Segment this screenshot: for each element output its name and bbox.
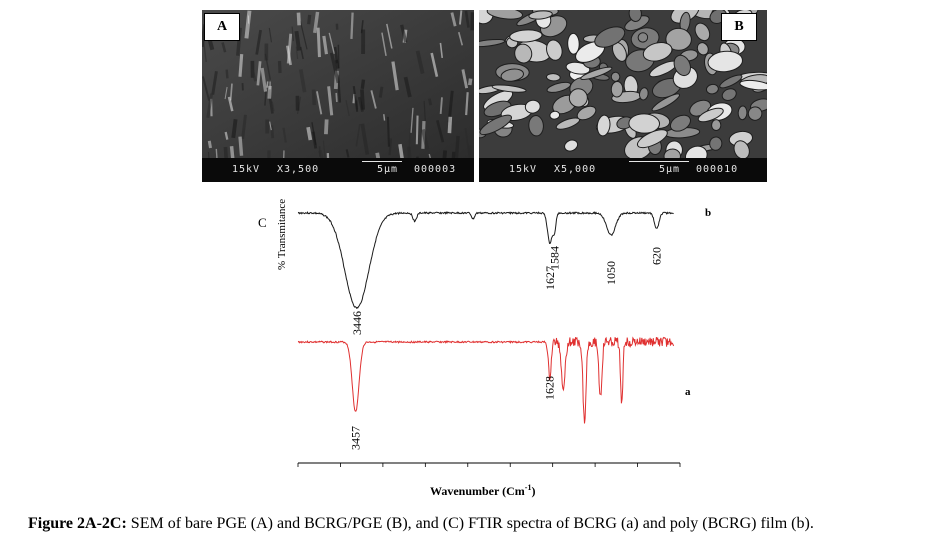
figure-caption-text: SEM of bare PGE (A) and BCRG/PGE (B), an… (126, 515, 814, 532)
ftir-peak-label-a-3457: 3457 (349, 426, 363, 450)
ftir-peak-label-b-1627: 1627 (543, 266, 557, 290)
ftir-peak-label-b-1584: 1584 (547, 246, 561, 270)
sem-texture-b (479, 10, 767, 158)
series-a-label: a (685, 386, 691, 398)
sem-b-magnification: X5,000 (554, 164, 597, 175)
series-b-label: b (705, 207, 711, 219)
sem-b-image-no: 000010 (696, 164, 739, 175)
sem-a-label: A (204, 13, 240, 41)
ftir-peak-label-a-1628: 1628 (543, 376, 557, 400)
ftir-panel-label: C (258, 215, 267, 230)
ftir-x-axis-label: Wavenumber (Cm-1) (430, 483, 535, 499)
sem-image-b: B 15kV X5,000 5μm 000010 (479, 10, 767, 182)
ftir-x-axis-label-close: ) (531, 484, 536, 498)
ftir-x-axis (297, 462, 681, 467)
sem-b-scale-bar (629, 161, 689, 162)
ftir-peak-label-b-620: 620 (650, 247, 664, 265)
ftir-x-axis-label-text: Wavenumber (Cm (430, 484, 525, 498)
sem-b-info-bar: 15kV X5,000 5μm 000010 (479, 158, 767, 182)
sem-b-scale: 5μm (659, 164, 681, 175)
sem-a-voltage: 15kV (232, 164, 261, 175)
figure-caption: Figure 2A-2C: SEM of bare PGE (A) and BC… (28, 515, 928, 533)
sem-a-scale-bar (362, 161, 402, 162)
sem-a-image-no: 000003 (414, 164, 457, 175)
sem-image-a: A 15kV X3,500 5μm 000003 (202, 10, 474, 182)
ftir-series-a-line (297, 336, 675, 424)
ftir-peak-label-b-3446: 3446 (350, 311, 364, 335)
sem-texture-a (202, 10, 474, 158)
ftir-x-axis-label-sup: -1 (524, 483, 532, 492)
sem-a-scale: 5μm (377, 164, 399, 175)
sem-b-label: B (721, 13, 757, 41)
sem-a-magnification: X3,500 (277, 164, 320, 175)
ftir-peak-label-b-1050: 1050 (604, 261, 618, 285)
sem-a-info-bar: 15kV X3,500 5μm 000003 (202, 158, 474, 182)
ftir-series-b-line (297, 211, 674, 310)
figure-caption-label: Figure 2A-2C: (28, 515, 127, 532)
ftir-y-axis-label: % Transmitance (276, 198, 288, 270)
sem-b-voltage: 15kV (509, 164, 538, 175)
